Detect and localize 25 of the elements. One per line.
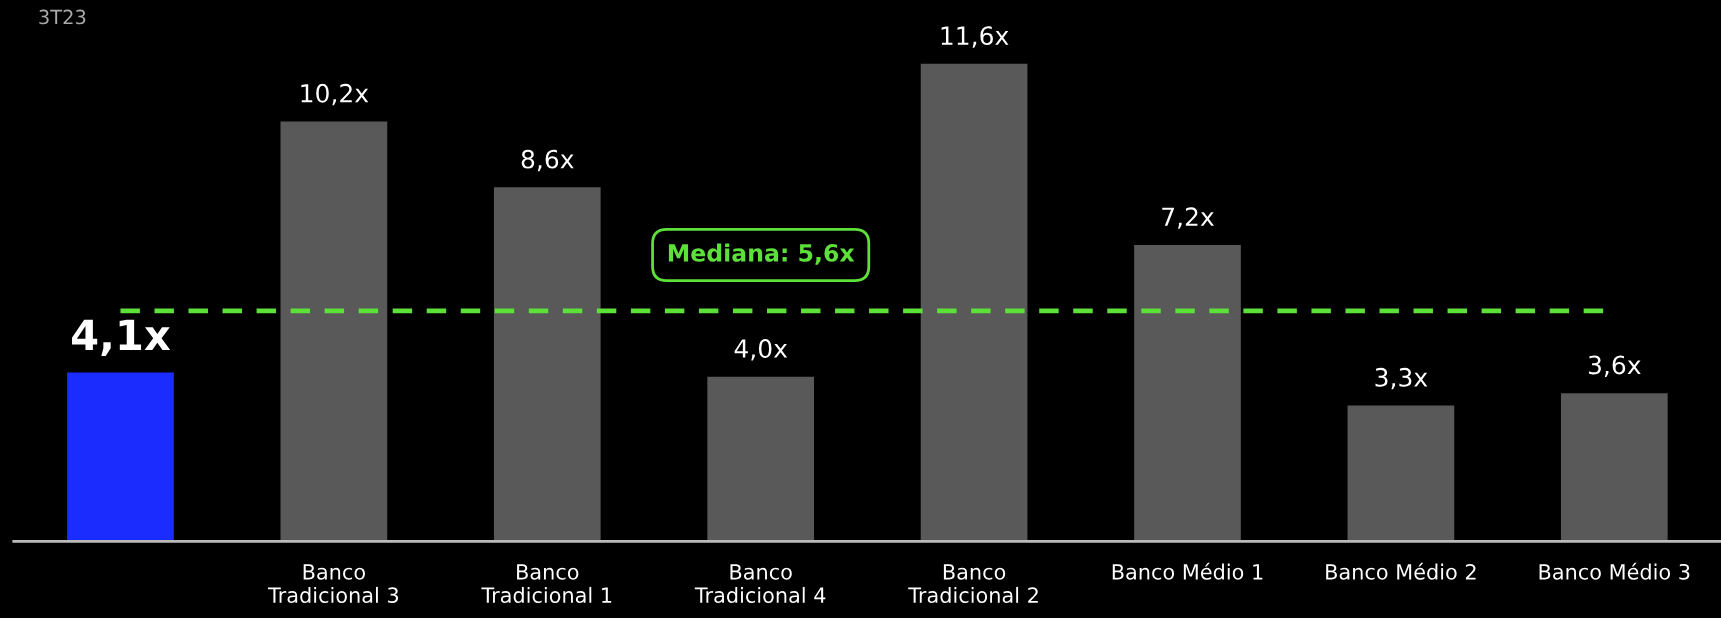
data-label: 10,2x (301, 83, 369, 106)
bar (280, 121, 388, 542)
x-tick-label: Banco Médio 3 (1539, 562, 1690, 580)
ref-line-label: Mediana: 5,6x (668, 243, 855, 265)
x-tick-label: Banco Médio 1 (1112, 562, 1263, 580)
bar (1560, 393, 1668, 542)
x-tick-label: Banco Médio 2 (1326, 562, 1476, 580)
data-label: 3,3x (1375, 367, 1428, 390)
bar (920, 63, 1028, 542)
data-label: 4,0x (734, 339, 788, 361)
x-tick-label: Banco Tradicional 1 (481, 564, 612, 604)
data-label: 8,6x (521, 149, 574, 172)
data-label: 4,1x (72, 319, 171, 356)
x-tick-label: Banco Tradicional 4 (694, 564, 826, 604)
x-tick-label: Banco Tradicional 2 (908, 564, 1038, 604)
data-label: 7,2x (1162, 207, 1214, 229)
text: 3T23 (39, 9, 86, 25)
x-tick-label: Banco Tradicional 3 (268, 564, 399, 604)
bar (707, 376, 815, 542)
bar (493, 187, 601, 542)
data-label: 3,6x (1588, 355, 1641, 377)
bar (67, 372, 174, 542)
bar (1134, 244, 1241, 542)
data-label: 11,6x (941, 26, 1009, 48)
bar (1347, 405, 1455, 542)
